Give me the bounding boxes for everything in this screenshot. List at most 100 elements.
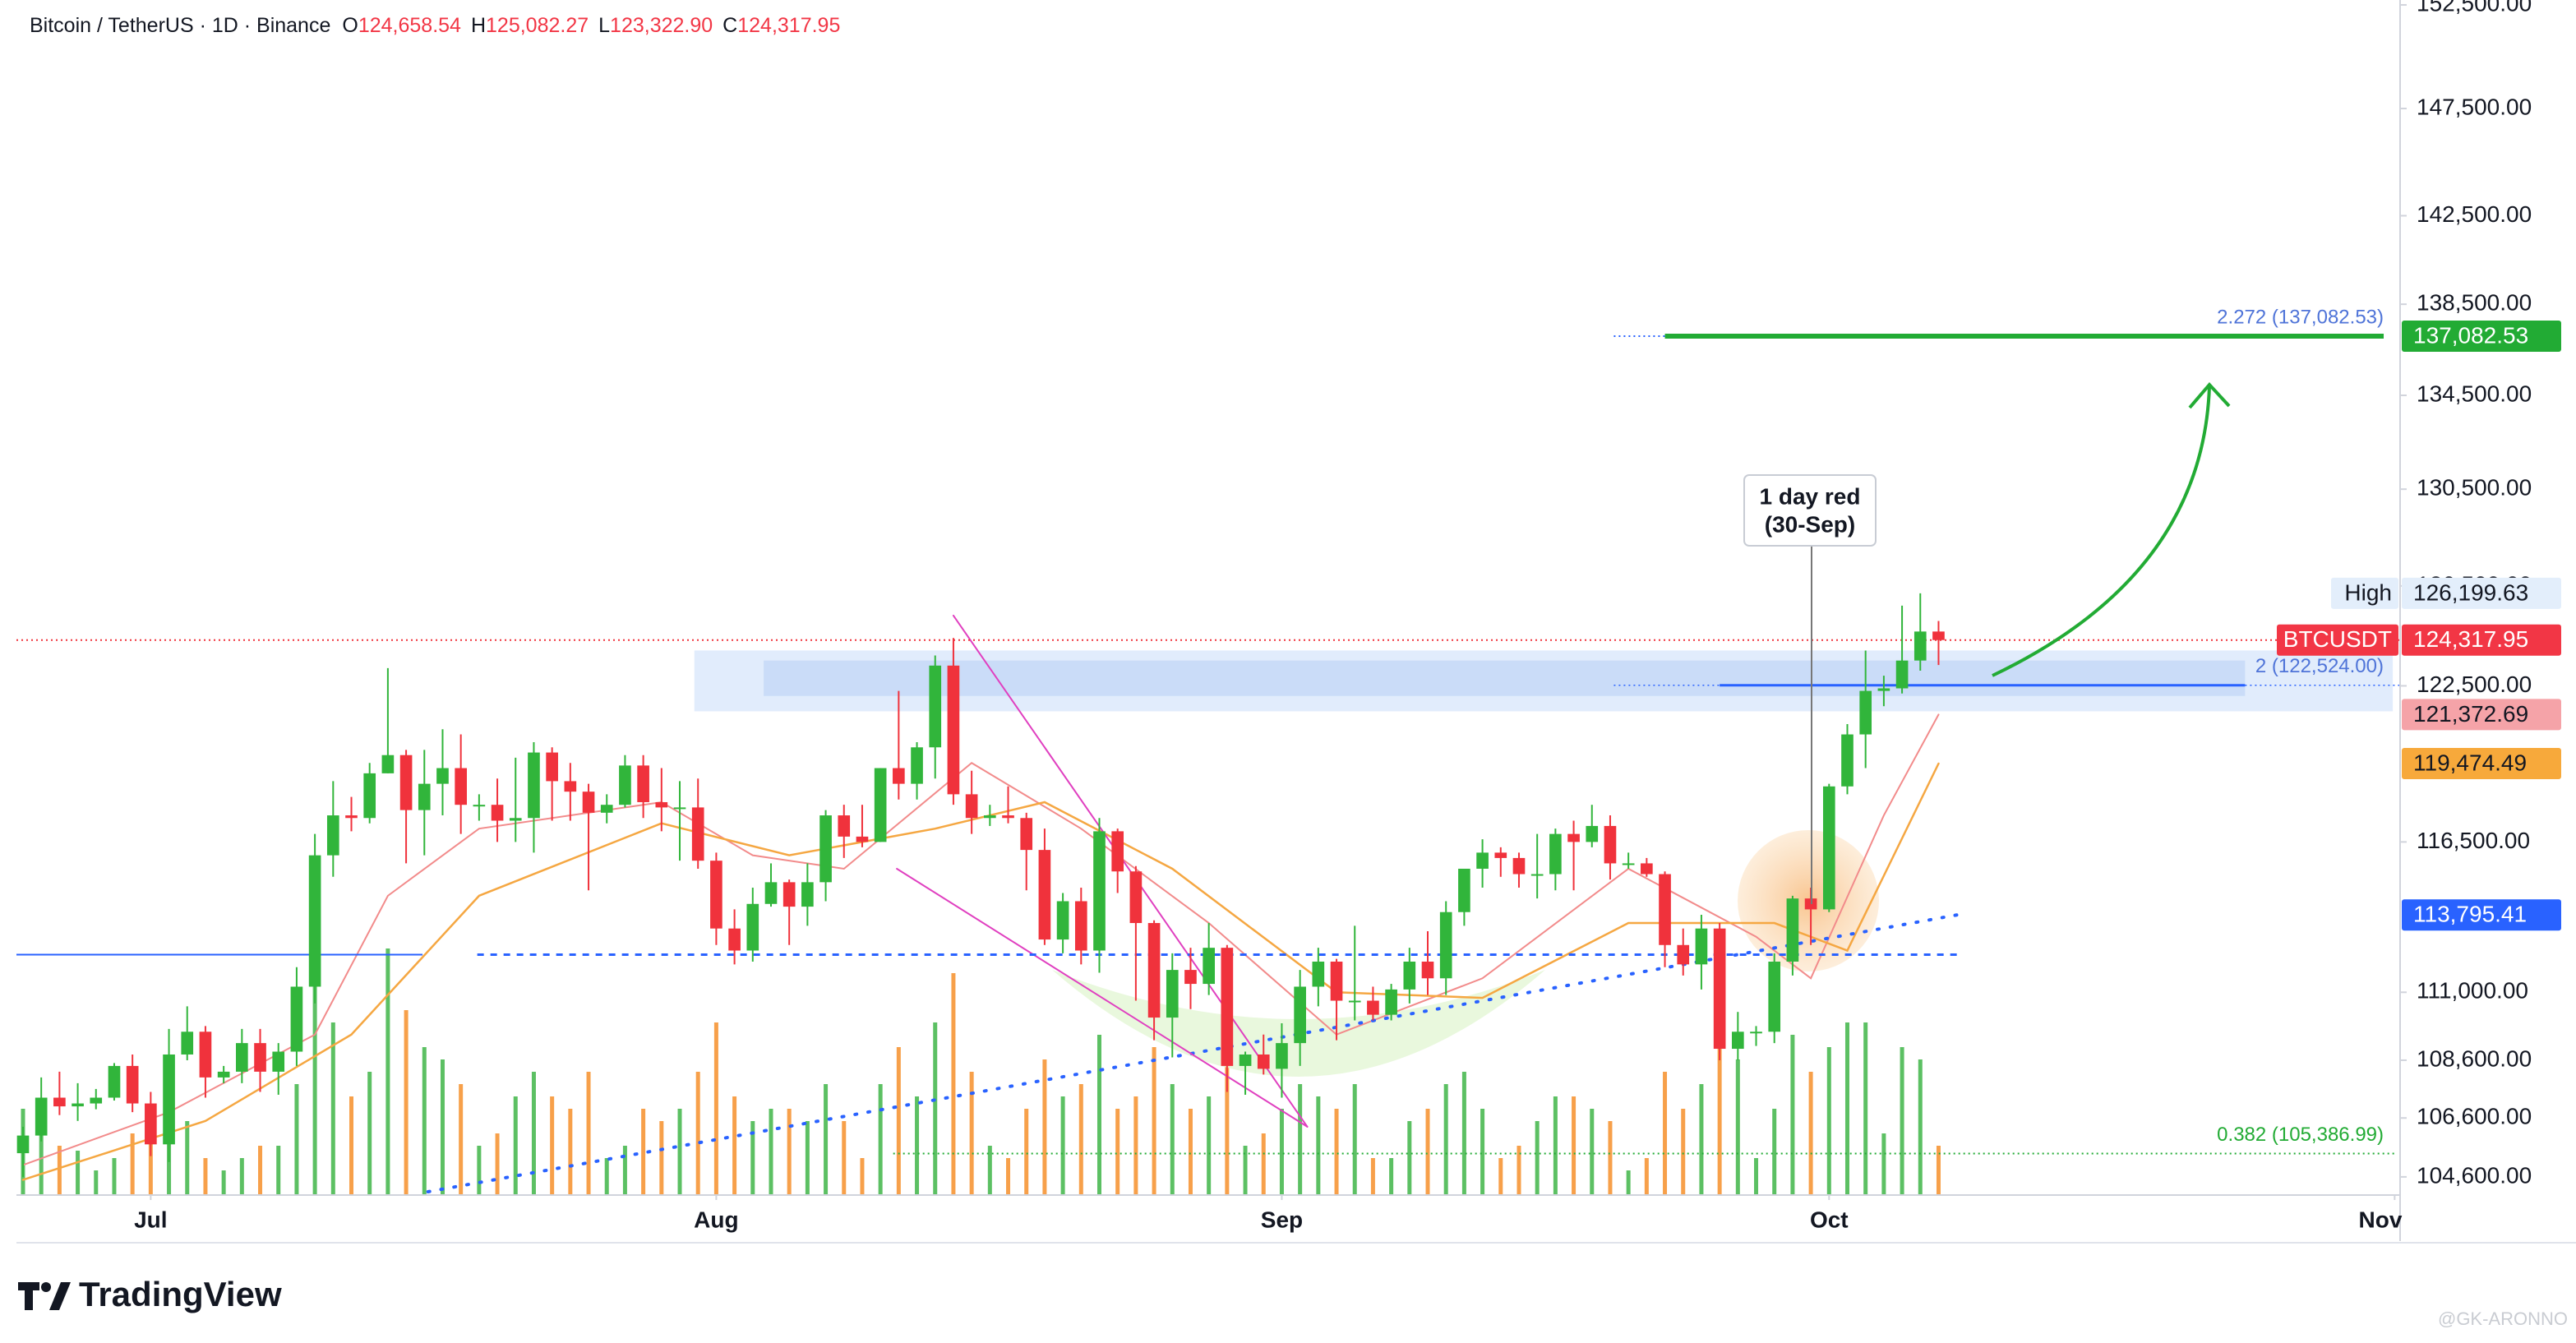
candles — [16, 593, 1945, 1177]
candle-body — [746, 903, 759, 951]
candle-body — [126, 1065, 139, 1104]
volume-bar — [1553, 1096, 1558, 1195]
volume-bar — [1243, 1146, 1248, 1195]
volume-bar — [1024, 1109, 1029, 1195]
legend-value: 125,082.27 — [486, 14, 589, 37]
volume-bar — [750, 1121, 755, 1195]
brand-logo — [18, 1282, 71, 1310]
candle-body — [363, 773, 376, 819]
candle-body — [582, 791, 595, 813]
volume-bar — [695, 1072, 700, 1195]
price-tag — [2402, 577, 2561, 609]
candle-body — [1476, 852, 1489, 869]
candle-body — [1768, 961, 1781, 1032]
candle-body — [801, 882, 814, 907]
level-label: 2 (122,524.00) — [2255, 655, 2384, 677]
volume-bar — [330, 1022, 335, 1195]
price-axis-bg — [2400, 0, 2576, 1241]
volume-bar — [641, 1109, 646, 1195]
candle-body — [199, 1031, 212, 1078]
y-tick-label: 108,600.00 — [2417, 1045, 2532, 1071]
candle-body — [181, 1031, 194, 1055]
candle-body — [254, 1043, 266, 1072]
candle-body — [236, 1043, 248, 1072]
zones — [694, 650, 2394, 712]
candle-body — [691, 807, 704, 861]
candle-body — [1914, 631, 1927, 661]
volume-bar — [1699, 1084, 1704, 1195]
candle-body — [838, 815, 851, 837]
candle-body — [1038, 850, 1051, 940]
volume-bar — [769, 1109, 773, 1195]
volume-bar — [1389, 1158, 1394, 1195]
volume-bar — [1042, 1059, 1047, 1195]
volume-bar — [185, 1121, 190, 1195]
candle-body — [1093, 831, 1106, 951]
candle-body — [1677, 944, 1690, 965]
candle-body — [326, 815, 339, 856]
volume-bar — [987, 1146, 992, 1195]
volume-bar — [1626, 1170, 1631, 1195]
volume-bar — [1498, 1158, 1503, 1195]
volume-bar — [1608, 1121, 1613, 1195]
legend-key: O — [342, 14, 358, 37]
header-title: Bitcoin / TetherUS · 1D · Binance — [30, 14, 330, 37]
volume-bar — [1936, 1146, 1941, 1195]
x-tick-label: Nov — [2359, 1207, 2403, 1232]
candle-body — [1895, 660, 1909, 689]
trend-line — [21, 713, 1940, 1166]
candle-body — [1458, 868, 1470, 912]
x-tick-label: Jul — [134, 1207, 167, 1232]
volume-bar — [1133, 1096, 1138, 1195]
volume-bar — [1261, 1133, 1266, 1195]
candle-body — [381, 755, 395, 773]
price-tag-title-bg — [2277, 624, 2398, 656]
candle-body — [35, 1097, 48, 1136]
candle-body — [782, 882, 796, 907]
volume-bar — [659, 1121, 664, 1195]
volume-bar — [1096, 1035, 1101, 1195]
y-tick-label: 147,500.00 — [2417, 94, 2532, 119]
volume-bar — [951, 973, 956, 1195]
volume-bar — [459, 1084, 464, 1195]
trend-line — [952, 614, 1309, 1128]
volume-bar — [440, 1059, 445, 1195]
candle-body — [1713, 928, 1726, 1050]
y-tick-label: 122,500.00 — [2417, 672, 2532, 697]
candle-body — [764, 882, 778, 904]
candle-body — [290, 986, 303, 1052]
volume-bar — [1078, 1084, 1083, 1195]
candle-body — [1221, 948, 1234, 1066]
volume-bar — [1772, 1109, 1777, 1195]
candle-body — [90, 1097, 103, 1104]
volume-bar — [221, 1170, 226, 1195]
volume-bar — [677, 1109, 682, 1195]
candle-body — [272, 1051, 285, 1072]
volume-bar — [805, 1121, 810, 1195]
volume-bar — [1225, 1022, 1230, 1195]
volume-bar — [1480, 1109, 1485, 1195]
volume-bar — [1754, 1158, 1759, 1195]
volume-bar — [1808, 1072, 1813, 1195]
volume-bar — [513, 1096, 518, 1195]
volume-bar — [713, 1022, 718, 1195]
candle-body — [1604, 825, 1617, 864]
volume-bar — [57, 1146, 62, 1195]
volume-bar — [860, 1158, 865, 1195]
volume-bar — [1279, 1109, 1284, 1195]
volume-bar — [1207, 1096, 1212, 1195]
watermark: @GK-ARONNO — [2438, 1308, 2568, 1329]
volume-bar — [76, 1151, 81, 1195]
volume-bar — [1316, 1096, 1321, 1195]
candle-body — [1239, 1054, 1252, 1066]
candle-body — [947, 665, 960, 795]
candle-body — [217, 1071, 230, 1078]
volume-bar — [1407, 1121, 1412, 1195]
annotation-text: 1 day red — [1760, 483, 1861, 509]
volume-bar — [495, 1133, 500, 1195]
volume-bar — [1572, 1096, 1577, 1195]
candle-body — [1622, 863, 1635, 865]
volume-bar — [1517, 1146, 1521, 1195]
candle-body — [600, 805, 613, 813]
